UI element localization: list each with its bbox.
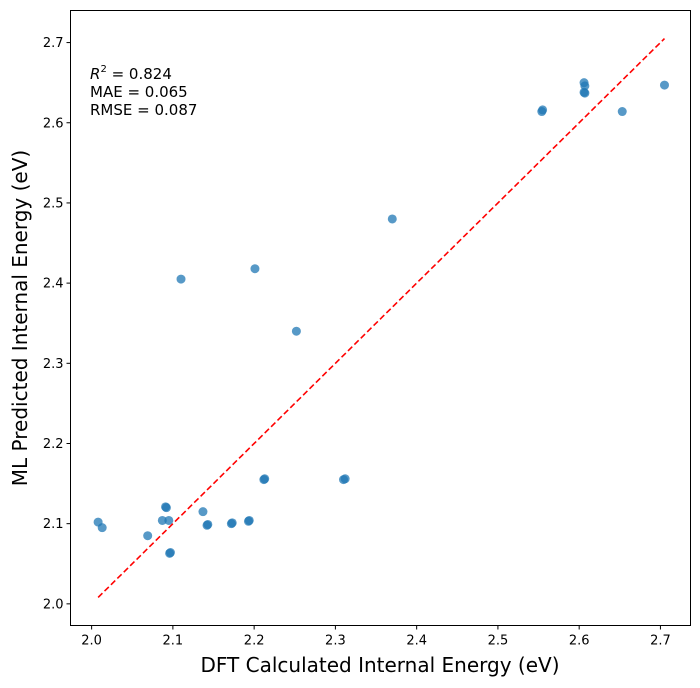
plot-frame — [70, 10, 691, 626]
scatter-point-20 — [260, 474, 270, 484]
x-axis-title: DFT Calculated Internal Energy (eV) — [201, 653, 560, 677]
scatter-point-6 — [161, 503, 171, 513]
x-tick-label-7: 2.6 — [569, 634, 590, 649]
scatter-point-30 — [580, 88, 590, 98]
scatter-point-26 — [538, 105, 548, 115]
scatter-point-9 — [165, 548, 175, 558]
y-tick-label-2: 2.1 — [43, 517, 64, 532]
scatter-point-3 — [143, 531, 153, 541]
scatter-point-24 — [387, 214, 397, 224]
x-tick-label-3: 2.2 — [244, 634, 265, 649]
stats-r2-superscript: 2 — [100, 64, 106, 75]
x-tick-label-2: 2.1 — [163, 634, 184, 649]
scatter-point-17 — [244, 515, 254, 525]
y-tick-label-7: 2.6 — [43, 116, 64, 131]
y-tick-label-1: 2.0 — [43, 597, 64, 612]
reference-line — [97, 37, 666, 599]
stats-rmse: RMSE = 0.087 — [90, 101, 197, 119]
scatter-point-10 — [176, 274, 186, 284]
scatter-point-18 — [250, 264, 260, 274]
x-tick-label-1: 2.0 — [81, 634, 102, 649]
scatter-point-31 — [617, 107, 627, 117]
scatter-point-4 — [157, 515, 167, 525]
y-tick-label-3: 2.2 — [43, 437, 64, 452]
scatter-point-11 — [198, 507, 208, 517]
scatter-point-21 — [291, 326, 301, 336]
x-axis-ticks: 2.0 2.1 2.2 2.3 2.4 2.5 2.6 2.7 — [81, 625, 671, 649]
scatter-point-32 — [659, 80, 669, 90]
y-axis-title: ML Predicted Internal Energy (eV) — [8, 150, 32, 486]
x-tick-label-4: 2.3 — [325, 634, 346, 649]
scatter-point-23 — [340, 474, 350, 484]
y-tick-label-6: 2.5 — [43, 196, 64, 211]
x-tick-label-8: 2.7 — [650, 634, 671, 649]
scatter-point-2 — [97, 523, 107, 533]
plot-layer — [93, 37, 669, 599]
y-tick-label-4: 2.3 — [43, 357, 64, 372]
y-axis-ticks: 2.0 2.1 2.2 2.3 2.4 2.5 2.6 2.7 — [43, 36, 71, 612]
scatter-point-13 — [203, 519, 213, 529]
x-tick-label-6: 2.5 — [488, 634, 509, 649]
scatter-point-15 — [227, 518, 237, 528]
stats-r2-value: = 0.824 — [107, 65, 172, 83]
y-tick-label-8: 2.7 — [43, 36, 64, 51]
stats-mae: MAE = 0.065 — [90, 83, 188, 101]
x-tick-label-5: 2.4 — [406, 634, 427, 649]
scatter-point-7 — [164, 515, 174, 525]
y-tick-label-5: 2.4 — [43, 277, 64, 292]
stats-r2: R2 = 0.824 — [90, 64, 172, 83]
stats-r2-label: R — [90, 65, 100, 83]
